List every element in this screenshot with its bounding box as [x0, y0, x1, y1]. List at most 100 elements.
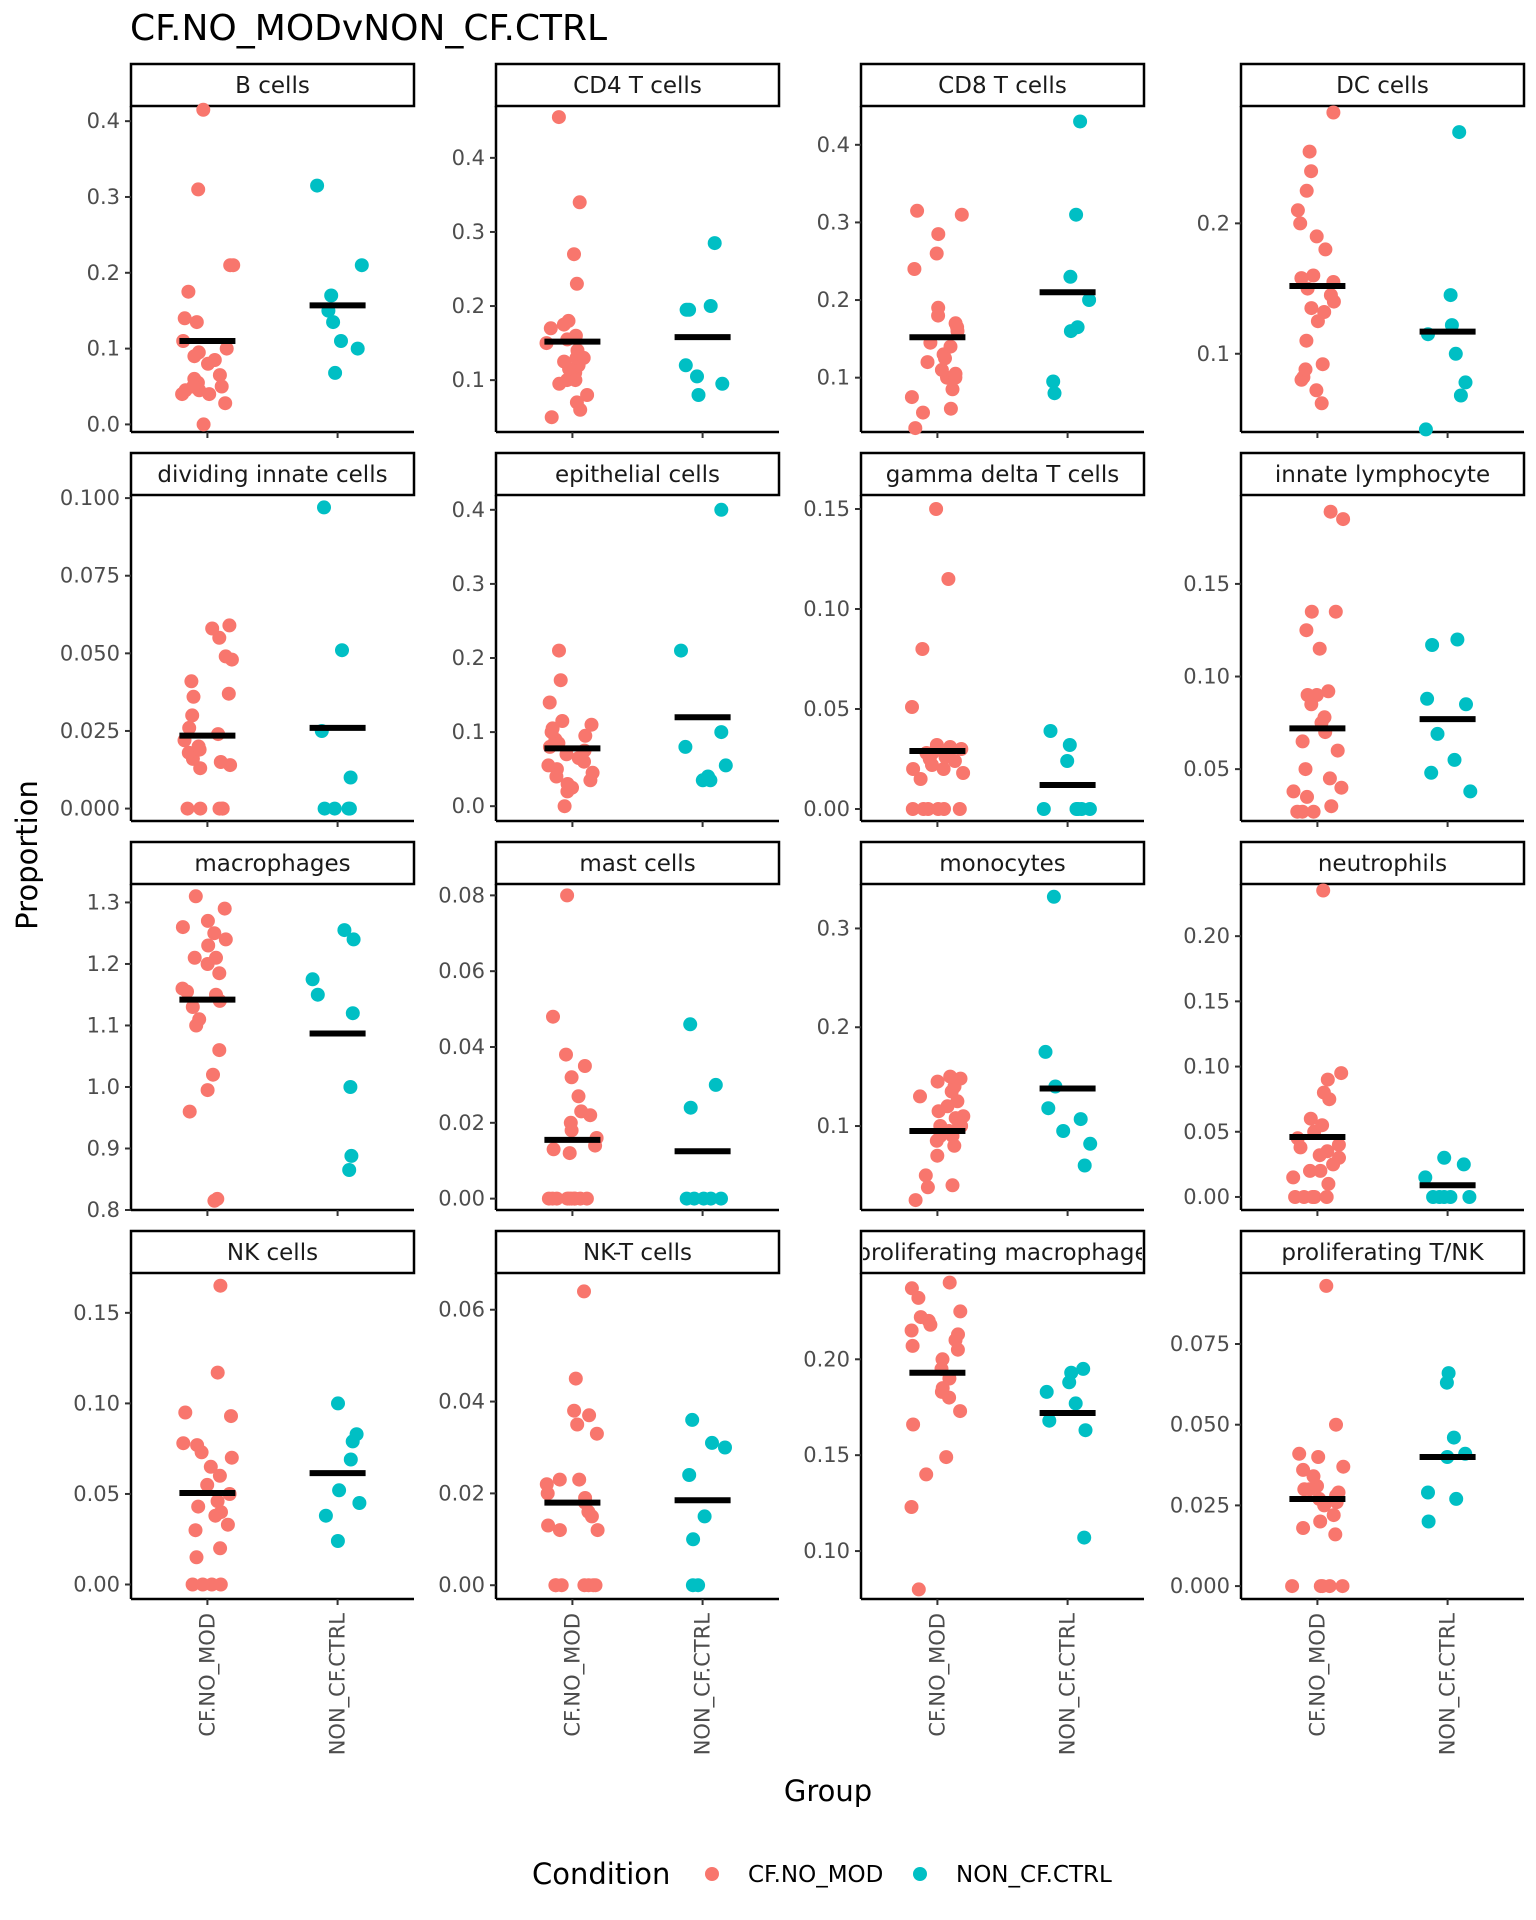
panel-dc-cells-point: [1448, 346, 1463, 361]
x-axis-title: Group: [784, 1774, 872, 1808]
panel-dividing-innate-cells-point: [185, 708, 200, 723]
panel-dividing-innate-cells-point: [343, 770, 358, 785]
panel-innate-lymphocyte-point: [1304, 604, 1319, 619]
panel-cd8-t-cells-point: [934, 362, 949, 377]
panel-innate-lymphocyte-point: [1321, 684, 1336, 699]
panel-macrophages-point: [342, 1163, 357, 1177]
panel-epithelial-cells-point: [555, 714, 570, 728]
panel-epithelial-cells-strip: [494, 451, 781, 497]
panel-mast-cells-y-tick-label: 0.06: [438, 959, 485, 983]
panel-proliferating-t-nk-x-tick-label: NON_CF.CTRL: [1436, 1613, 1461, 1756]
panel-cd8-t-cells-y-tick-label: 0.2: [817, 288, 850, 312]
panel-monocytes-point: [1077, 1158, 1092, 1173]
panel-epithelial-cells-point: [553, 673, 568, 688]
panel-b-cells-strip: [129, 62, 416, 108]
panel-nk-cells-point: [213, 1577, 228, 1592]
panel-proliferating-macrophage-point: [904, 1323, 919, 1338]
panel-b-cells-point: [310, 178, 325, 193]
panel-cd8-t-cells-point: [954, 207, 969, 222]
panel-epithelial-cells-point: [578, 728, 593, 743]
panel-cd4-t-cells-strip-label: CD4 T cells: [573, 73, 702, 99]
panel-dc-cells-point: [1318, 242, 1333, 257]
panel-epithelial-cells-strip-label: epithelial cells: [555, 462, 720, 488]
panel-cd4-t-cells-y-tick-label: 0.3: [452, 220, 485, 244]
panel-dividing-innate-cells-y-tick-label: 0.050: [60, 641, 120, 665]
panel-cd8-t-cells-point: [948, 316, 963, 331]
panel-proliferating-macrophage-point: [906, 1417, 921, 1432]
panel-macrophages-point: [345, 1006, 360, 1021]
panel-innate-lymphocyte-y-tick-label: 0.10: [1183, 665, 1230, 689]
panel-cd8-t-cells-y-tick-label: 0.4: [817, 133, 850, 157]
panel-nk-cells-point: [203, 1459, 218, 1474]
panel-monocytes-point: [920, 1180, 935, 1195]
panel-gamma-delta-t-cells-y-tick-label: 0.00: [803, 797, 850, 821]
panel-gamma-delta-t-cells-point: [941, 572, 956, 586]
panel-monocytes-y-tick-label: 0.3: [817, 916, 850, 940]
panel-mast-cells-point: [560, 1191, 575, 1206]
panel-macrophages-point: [310, 987, 325, 1002]
panel-cd8-t-cells-point: [1063, 269, 1078, 284]
panel-proliferating-macrophage-point: [935, 1352, 950, 1367]
panel-macrophages-point: [212, 1043, 227, 1058]
panel-proliferating-t-nk-point: [1319, 1278, 1334, 1293]
panel-proliferating-macrophage-y-tick-label: 0.20: [803, 1347, 850, 1371]
panel-macrophages-point: [188, 889, 203, 904]
panel-cd8-t-cells-point: [1046, 374, 1061, 389]
panel-dc-cells-point: [1452, 125, 1467, 140]
panel-cd4-t-cells-point: [678, 358, 693, 373]
figure-title: CF.NO_MODvNON_CF.CTRL: [130, 8, 607, 49]
panel-gamma-delta-t-cells-y-tick-label: 0.10: [803, 597, 850, 621]
panel-dc-cells: DC cells 0.1 0.2: [1197, 62, 1526, 438]
panel-nk-t-cells-point: [685, 1412, 700, 1427]
panel-macrophages-point: [343, 1080, 358, 1094]
panel-nk-cells-point: [200, 1477, 215, 1492]
panel-proliferating-macrophage-point: [904, 1281, 919, 1296]
panel-dividing-innate-cells-point: [180, 801, 195, 816]
panel-innate-lymphocyte-point: [1420, 691, 1435, 706]
panel-macrophages-y-tick-label: 1.0: [87, 1075, 120, 1099]
panel-monocytes-point: [930, 1148, 945, 1163]
panel-neutrophils-strip: [1239, 840, 1526, 886]
panel-innate-lymphocyte-point: [1424, 765, 1439, 780]
panel-monocytes-y-tick-label: 0.2: [817, 1015, 850, 1039]
panel-nk-t-cells-point: [568, 1371, 583, 1386]
panel-nk-cells-point: [176, 1436, 191, 1451]
panel-proliferating-macrophage-point: [1042, 1413, 1057, 1428]
panel-b-cells-strip-label: B cells: [235, 73, 310, 99]
panel-proliferating-macrophage-point: [951, 1327, 965, 1342]
panel-proliferating-t-nk-point: [1329, 1417, 1343, 1432]
panel-proliferating-macrophage-point: [911, 1582, 926, 1597]
panel-cd4-t-cells-point: [715, 376, 730, 391]
panel-epithelial-cells-y-tick-label: 0.4: [452, 498, 485, 522]
panel-macrophages-point: [175, 981, 190, 996]
panel-b-cells-y-tick-label: 0.3: [87, 185, 120, 209]
panel-macrophages-point: [200, 1083, 215, 1098]
panel-cd8-t-cells-point: [931, 300, 946, 315]
panel-nk-cells-point: [213, 1278, 228, 1293]
panel-proliferating-t-nk-y-tick-label: 0.050: [1170, 1413, 1230, 1437]
panel-dividing-innate-cells-point: [186, 689, 201, 704]
panel-epithelial-cells-point: [560, 777, 575, 791]
panel-cd8-t-cells-point: [1082, 293, 1097, 307]
panel-dividing-innate-cells-point: [335, 643, 349, 658]
panel-proliferating-macrophage-y-tick-label: 0.15: [803, 1443, 850, 1467]
panel-dividing-innate-cells-strip-label: dividing innate cells: [157, 462, 387, 488]
panel-b-cells-point: [189, 315, 204, 330]
panel-monocytes-point: [1073, 1112, 1088, 1127]
panel-macrophages-point: [212, 966, 227, 981]
panel-innate-lymphocyte-point: [1447, 752, 1462, 767]
panel-cd8-t-cells-point: [945, 382, 960, 397]
panel-cd8-t-cells: CD8 T cells 0.1 0.2 0.3 0.4: [817, 62, 1146, 438]
panel-monocytes-point: [918, 1168, 933, 1183]
panel-mast-cells-point: [714, 1191, 728, 1206]
panel-cd4-t-cells-point: [567, 247, 581, 262]
panel-innate-lymphocyte-y-tick-label: 0.15: [1183, 572, 1230, 596]
panel-mast-cells-strip-label: mast cells: [579, 851, 695, 877]
panel-nk-t-cells-point: [691, 1578, 706, 1593]
panel-b-cells-point: [219, 341, 234, 356]
panel-nk-cells-point: [188, 1523, 203, 1538]
panel-proliferating-t-nk-point: [1446, 1430, 1461, 1445]
panel-b-cells-point: [350, 341, 365, 356]
panel-dividing-innate-cells-strip: [129, 451, 416, 497]
